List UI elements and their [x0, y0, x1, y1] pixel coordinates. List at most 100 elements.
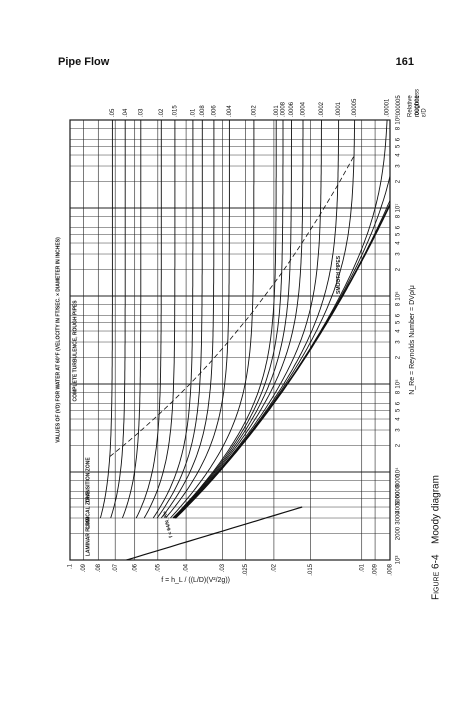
re-tick-label: 2 — [396, 443, 402, 447]
f-tick-label: .008 — [388, 563, 394, 575]
re-tick-label: 3000 — [396, 511, 402, 525]
roughness-label: .008 — [200, 105, 206, 117]
running-head: Pipe Flow — [58, 56, 110, 68]
re-tick-label: 6000 — [396, 484, 402, 498]
laminar-line — [126, 506, 303, 560]
roughness-label: .01 — [190, 108, 196, 117]
re-tick-label: 6 — [396, 401, 402, 405]
roughness-label: .02 — [159, 108, 165, 117]
roughness-label: .0002 — [319, 101, 325, 117]
f-tick-label: .009 — [373, 563, 379, 575]
re-tick-label: 6 — [396, 137, 402, 141]
re-tick-label: 3 — [396, 428, 402, 432]
moody-chart: 10³20003000400050006000800010⁴23456810⁵2… — [55, 89, 427, 584]
roughness-curve — [172, 120, 284, 519]
caption-text: Moody diagram — [431, 475, 442, 544]
re-tick-label: 5 — [396, 408, 402, 412]
re-tick-label: 2 — [396, 179, 402, 183]
roughness-curve — [175, 120, 388, 519]
roughness-label: .0001 — [336, 101, 342, 117]
roughness-axis-label: roughness — [415, 89, 421, 117]
roughness-label: .05 — [110, 108, 116, 117]
roughness-label: .015 — [172, 105, 178, 117]
re-tick-label: 3 — [396, 164, 402, 168]
roughness-label: .000005 — [396, 95, 402, 117]
re-tick-label: 5000 — [396, 491, 402, 505]
region-label: COMPLETE TURBULENCE, ROUGH PIPES — [72, 300, 78, 402]
roughness-curve — [152, 120, 194, 519]
region-label: SMOOTH PIPES — [336, 255, 342, 294]
f-tick-label: .05 — [155, 563, 161, 572]
re-tick-label: 8 — [396, 302, 402, 306]
roughness-label: .03 — [138, 108, 144, 117]
f-tick-label: .06 — [132, 563, 138, 572]
re-tick-label: 3 — [396, 340, 402, 344]
re-tick-label: 8 — [396, 214, 402, 218]
re-tick-label: 4000 — [396, 500, 402, 514]
roughness-label: .000001 — [415, 95, 421, 117]
region-label: CRITICAL ZONE — [86, 490, 92, 529]
re-tick-label: 3 — [396, 252, 402, 256]
roughness-curve — [165, 120, 230, 519]
re-tick-label: 2 — [396, 355, 402, 359]
re-tick-label: 10⁵ — [395, 379, 402, 389]
roughness-label: .004 — [227, 105, 233, 117]
roughness-curve — [174, 120, 322, 519]
region-label: LAMINAR FLOW — [86, 517, 92, 556]
re-tick-label: 6 — [396, 225, 402, 229]
f-tick-label: .08 — [96, 563, 102, 572]
curves — [99, 120, 390, 560]
roughness-curve — [143, 120, 176, 519]
roughness-label: .001 — [274, 105, 280, 117]
re-tick-label: 10⁶ — [395, 291, 402, 301]
roughness-axis-label: Relative — [408, 95, 414, 117]
f-tick-label: .025 — [243, 563, 249, 575]
re-tick-label: 8 — [396, 390, 402, 394]
re-tick-label: 10⁸ — [395, 115, 402, 125]
f-axis-label: f = h_L / ((L/D)(V²/2g)) — [161, 577, 230, 584]
f-tick-label: .1 — [68, 563, 74, 569]
caption: Figure 6-4 Moody diagram — [431, 475, 442, 600]
roughness-curve — [172, 120, 277, 519]
re-tick-label: 5 — [396, 232, 402, 236]
caption-label: Figure 6-4 — [431, 554, 442, 600]
roughness-label: .006 — [211, 105, 217, 117]
roughness-curve — [160, 120, 215, 519]
smooth-pipe-curve — [174, 120, 390, 519]
re-tick-label: 4 — [396, 153, 402, 157]
roughness-curve — [175, 120, 390, 519]
roughness-label: .002 — [251, 105, 257, 117]
f-tick-label: .09 — [81, 563, 87, 572]
re-tick-label: 4 — [396, 241, 402, 245]
f-tick-label: .01 — [359, 563, 365, 572]
f-tick-label: .02 — [271, 563, 277, 572]
re-tick-label: 8 — [396, 126, 402, 130]
roughness-curve — [174, 120, 304, 519]
re-tick-label: 10⁴ — [395, 467, 402, 477]
roughness-label: .00005 — [352, 98, 358, 117]
re-tick-label: 4 — [396, 329, 402, 333]
re-tick-label: 6 — [396, 313, 402, 317]
roughness-axis-label: ε/D — [422, 108, 428, 117]
re-tick-label: 5 — [396, 320, 402, 324]
roughness-curve — [121, 120, 142, 519]
re-tick-label: 4 — [396, 417, 402, 421]
plot-frame — [69, 119, 391, 561]
re-axis-label: N_Re = Reynolds Number = DVρ/μ — [409, 285, 416, 395]
re-tick-label: 10⁷ — [395, 204, 402, 213]
roughness-curve — [99, 120, 113, 519]
roughness-label: .0004 — [301, 101, 307, 117]
f-tick-label: .07 — [113, 563, 119, 572]
re-tick-label: 2 — [396, 267, 402, 271]
roughness-curve — [156, 120, 203, 519]
re-tick-label: 2000 — [396, 526, 402, 540]
roughness-label: .00001 — [385, 98, 391, 117]
f-tick-label: .015 — [308, 563, 314, 575]
roughness-curve — [173, 120, 292, 519]
re-tick-label: 8000 — [396, 473, 402, 487]
turbulence-boundary — [109, 155, 355, 457]
re-tick-label: 10³ — [396, 556, 402, 565]
vd-axis-label: VALUES OF (VD) FOR WATER AT 60°F (VELOCI… — [55, 237, 61, 443]
roughness-curve — [135, 120, 162, 519]
